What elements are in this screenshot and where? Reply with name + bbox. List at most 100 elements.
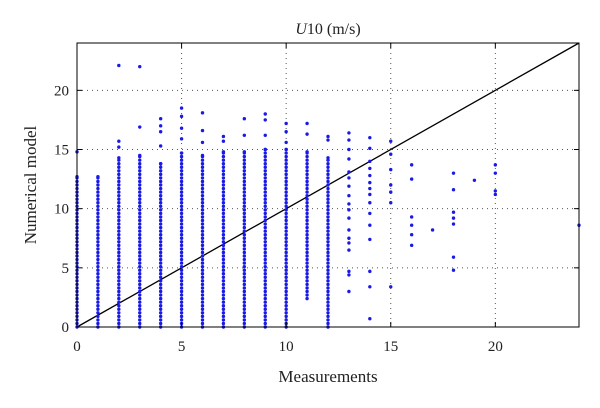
data-point bbox=[200, 186, 205, 191]
data-point bbox=[221, 211, 226, 216]
data-point bbox=[326, 233, 330, 237]
data-point bbox=[263, 211, 267, 216]
data-point bbox=[179, 254, 184, 258]
data-point bbox=[263, 233, 267, 237]
data-point bbox=[263, 112, 267, 116]
data-point bbox=[242, 296, 247, 301]
data-point bbox=[117, 186, 121, 191]
data-point bbox=[368, 146, 372, 151]
data-point bbox=[179, 190, 184, 194]
data-point bbox=[221, 172, 226, 177]
data-point bbox=[158, 300, 163, 304]
data-point bbox=[409, 163, 414, 167]
data-point bbox=[138, 64, 142, 69]
data-point bbox=[138, 240, 142, 244]
data-point bbox=[326, 289, 330, 294]
data-point bbox=[221, 279, 226, 283]
data-point bbox=[305, 250, 309, 255]
data-point bbox=[117, 261, 121, 265]
data-point bbox=[96, 233, 100, 237]
data-point bbox=[179, 183, 184, 187]
data-point bbox=[263, 268, 267, 272]
data-point bbox=[368, 159, 372, 164]
data-point bbox=[326, 183, 330, 187]
data-point bbox=[347, 269, 351, 274]
data-point bbox=[242, 240, 247, 244]
data-point bbox=[158, 321, 163, 326]
data-point bbox=[117, 300, 121, 304]
data-point bbox=[242, 243, 247, 248]
data-point bbox=[138, 215, 142, 219]
data-point bbox=[200, 183, 205, 187]
data-point bbox=[305, 264, 309, 269]
data-point bbox=[305, 229, 309, 233]
data-point bbox=[326, 169, 330, 173]
data-point bbox=[138, 296, 142, 301]
data-point bbox=[284, 233, 288, 237]
data-point bbox=[347, 170, 351, 174]
data-point bbox=[284, 229, 288, 233]
data-point bbox=[96, 300, 100, 304]
data-point bbox=[284, 311, 288, 315]
data-point bbox=[138, 158, 142, 162]
data-point bbox=[284, 169, 288, 173]
data-point bbox=[96, 268, 100, 272]
data-point bbox=[284, 154, 288, 159]
data-point bbox=[138, 250, 142, 255]
data-point bbox=[263, 118, 267, 122]
data-point bbox=[96, 247, 100, 251]
data-point bbox=[347, 228, 351, 232]
data-point bbox=[138, 233, 142, 237]
data-point bbox=[389, 201, 393, 205]
data-point bbox=[179, 172, 184, 177]
data-point bbox=[117, 165, 121, 169]
data-point bbox=[347, 202, 351, 206]
data-point bbox=[179, 211, 184, 216]
data-point bbox=[368, 166, 372, 171]
data-point bbox=[221, 282, 226, 287]
data-point bbox=[326, 257, 330, 262]
data-point bbox=[284, 183, 288, 187]
data-point bbox=[368, 285, 372, 289]
data-point bbox=[242, 275, 247, 279]
data-point bbox=[158, 311, 163, 315]
data-point bbox=[138, 282, 142, 287]
data-point bbox=[409, 233, 414, 237]
data-point bbox=[263, 133, 267, 137]
data-point bbox=[347, 184, 351, 188]
data-point bbox=[326, 225, 330, 230]
data-point bbox=[242, 215, 247, 219]
data-point bbox=[200, 318, 205, 322]
data-point bbox=[96, 211, 100, 216]
data-point bbox=[179, 215, 184, 219]
data-point bbox=[117, 225, 121, 230]
data-point bbox=[158, 225, 163, 230]
data-point bbox=[158, 247, 163, 251]
data-point bbox=[158, 218, 163, 223]
data-point bbox=[305, 176, 309, 180]
data-point bbox=[326, 282, 330, 287]
data-point bbox=[326, 286, 330, 290]
data-point bbox=[221, 150, 226, 154]
data-point bbox=[451, 255, 456, 259]
data-point bbox=[242, 311, 247, 315]
data-point bbox=[221, 201, 226, 205]
data-point bbox=[221, 272, 226, 276]
data-point bbox=[200, 179, 205, 184]
data-point bbox=[242, 304, 247, 308]
data-point bbox=[158, 275, 163, 279]
data-point bbox=[138, 275, 142, 279]
data-point bbox=[179, 225, 184, 230]
data-point bbox=[347, 131, 351, 135]
data-point bbox=[200, 201, 205, 205]
data-point bbox=[451, 171, 456, 175]
data-point bbox=[305, 240, 309, 244]
data-point bbox=[158, 282, 163, 287]
data-point bbox=[158, 169, 163, 173]
data-point bbox=[284, 140, 288, 145]
data-point bbox=[389, 152, 393, 156]
data-point bbox=[138, 190, 142, 194]
data-point bbox=[451, 216, 456, 220]
data-point bbox=[200, 254, 205, 258]
data-point bbox=[305, 201, 309, 205]
